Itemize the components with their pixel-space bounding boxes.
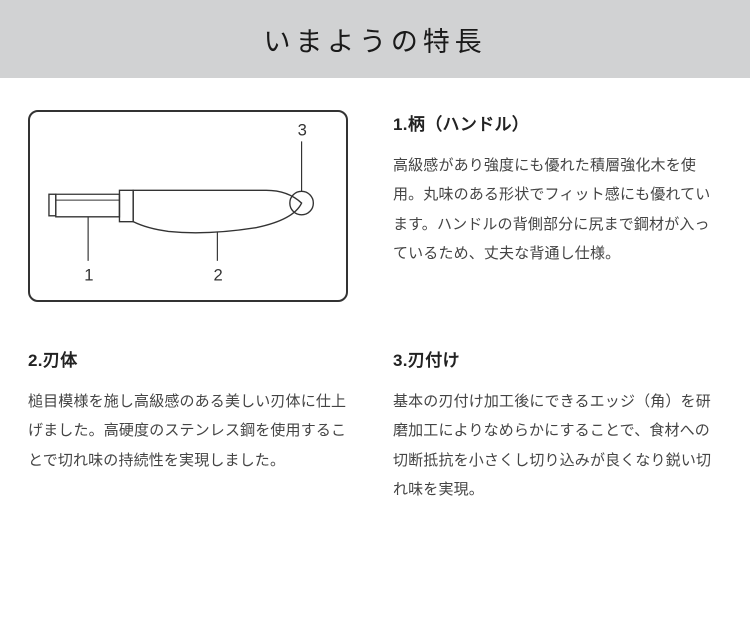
feature-2-body: 槌目模様を施し高級感のある美しい刃体に仕上げました。高硬度のステンレス鋼を使用す… (28, 387, 357, 475)
knife-diagram-svg: 3 1 2 (30, 112, 346, 300)
feature-2-title: 2.刃体 (28, 346, 357, 371)
header-banner: いまようの特長 (0, 0, 750, 78)
feature-3-body: 基本の刃付け加工後にできるエッジ（角）を研磨加工によりなめらかにすることで、食材… (393, 387, 722, 504)
feature-section-3: 3.刃付け 基本の刃付け加工後にできるエッジ（角）を研磨加工によりなめらかにする… (393, 346, 722, 504)
feature-section-1: 1.柄（ハンドル） 高級感があり強度にも優れた積層強化木を使用。丸味のある形状で… (393, 110, 722, 302)
feature-1-title: 1.柄（ハンドル） (393, 110, 722, 135)
feature-1-body: 高級感があり強度にも優れた積層強化木を使用。丸味のある形状でフィット感にも優れて… (393, 151, 722, 268)
content-grid: 3 1 2 1.柄（ハンドル） 高級感があり強度にも優れた積層強化木を使用。丸味… (0, 78, 750, 504)
diagram-label-1: 1 (84, 265, 93, 284)
feature-section-2: 2.刃体 槌目模様を施し高級感のある美しい刃体に仕上げました。高硬度のステンレス… (28, 346, 357, 504)
diagram-label-3: 3 (298, 121, 307, 140)
knife-diagram: 3 1 2 (28, 110, 348, 302)
diagram-label-2: 2 (213, 265, 222, 284)
page-title: いまようの特長 (263, 20, 486, 59)
feature-3-title: 3.刃付け (393, 346, 722, 371)
